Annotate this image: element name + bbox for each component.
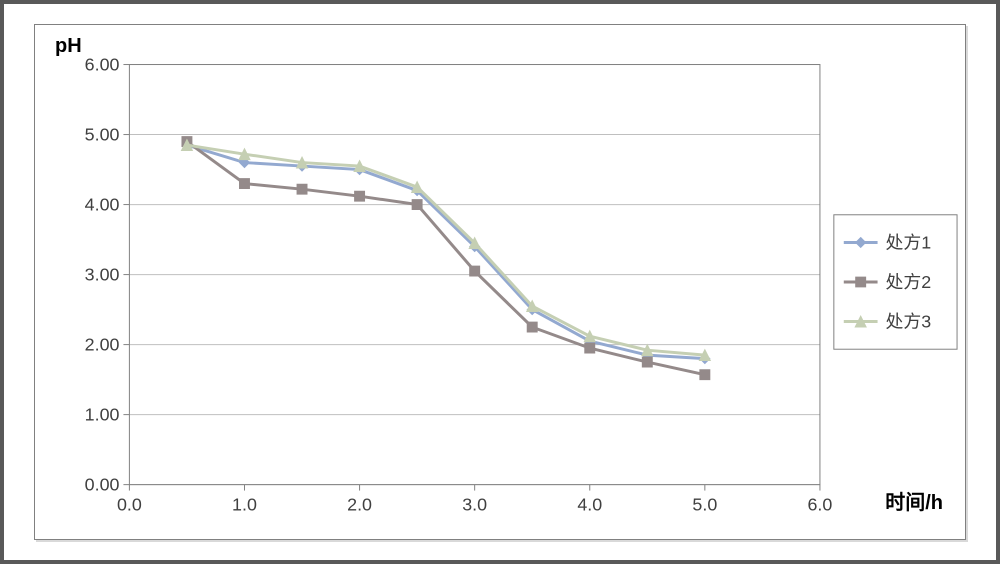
y-tick-label: 6.00	[85, 55, 120, 75]
x-tick-label: 4.0	[577, 494, 602, 514]
y-tick-label: 5.00	[85, 125, 120, 145]
x-tick-label: 2.0	[347, 494, 372, 514]
legend-label: 处方1	[886, 232, 932, 252]
y-tick-label: 2.00	[85, 335, 120, 355]
x-tick-label: 5.0	[692, 494, 717, 514]
x-axis-title: 时间/h	[885, 486, 943, 515]
chart-panel: 0.00 1.00 2.00 3.00 4.00 5.00 6.00 0.0 1.0 2.0 3.0…	[34, 24, 966, 540]
x-tick-label: 3.0	[462, 494, 487, 514]
series-marker	[470, 266, 480, 276]
series-marker	[585, 343, 595, 353]
legend-marker-icon	[856, 277, 866, 287]
chart-svg: 0.00 1.00 2.00 3.00 4.00 5.00 6.00 0.0 1.0 2.0 3.0…	[35, 25, 965, 539]
x-tick-label: 6.0	[808, 494, 833, 514]
series-marker	[412, 200, 422, 210]
series-marker	[527, 322, 537, 332]
series-marker	[700, 370, 710, 380]
legend-label: 处方2	[886, 272, 932, 292]
y-tick-label: 3.00	[85, 265, 120, 285]
series-marker	[240, 179, 250, 189]
legend-label: 处方3	[886, 312, 932, 332]
y-tick-label: 0.00	[85, 475, 120, 495]
series-marker	[297, 184, 307, 194]
y-tick-label: 4.00	[85, 195, 120, 215]
y-tick-label: 1.00	[85, 405, 120, 425]
series-marker	[642, 357, 652, 367]
x-tick-label: 0.0	[117, 494, 142, 514]
x-tick-label: 1.0	[232, 494, 257, 514]
series-marker	[355, 191, 365, 201]
y-axis-title: pH	[55, 35, 82, 58]
outer-frame: 0.00 1.00 2.00 3.00 4.00 5.00 6.00 0.0 1.0 2.0 3.0…	[0, 0, 1000, 564]
